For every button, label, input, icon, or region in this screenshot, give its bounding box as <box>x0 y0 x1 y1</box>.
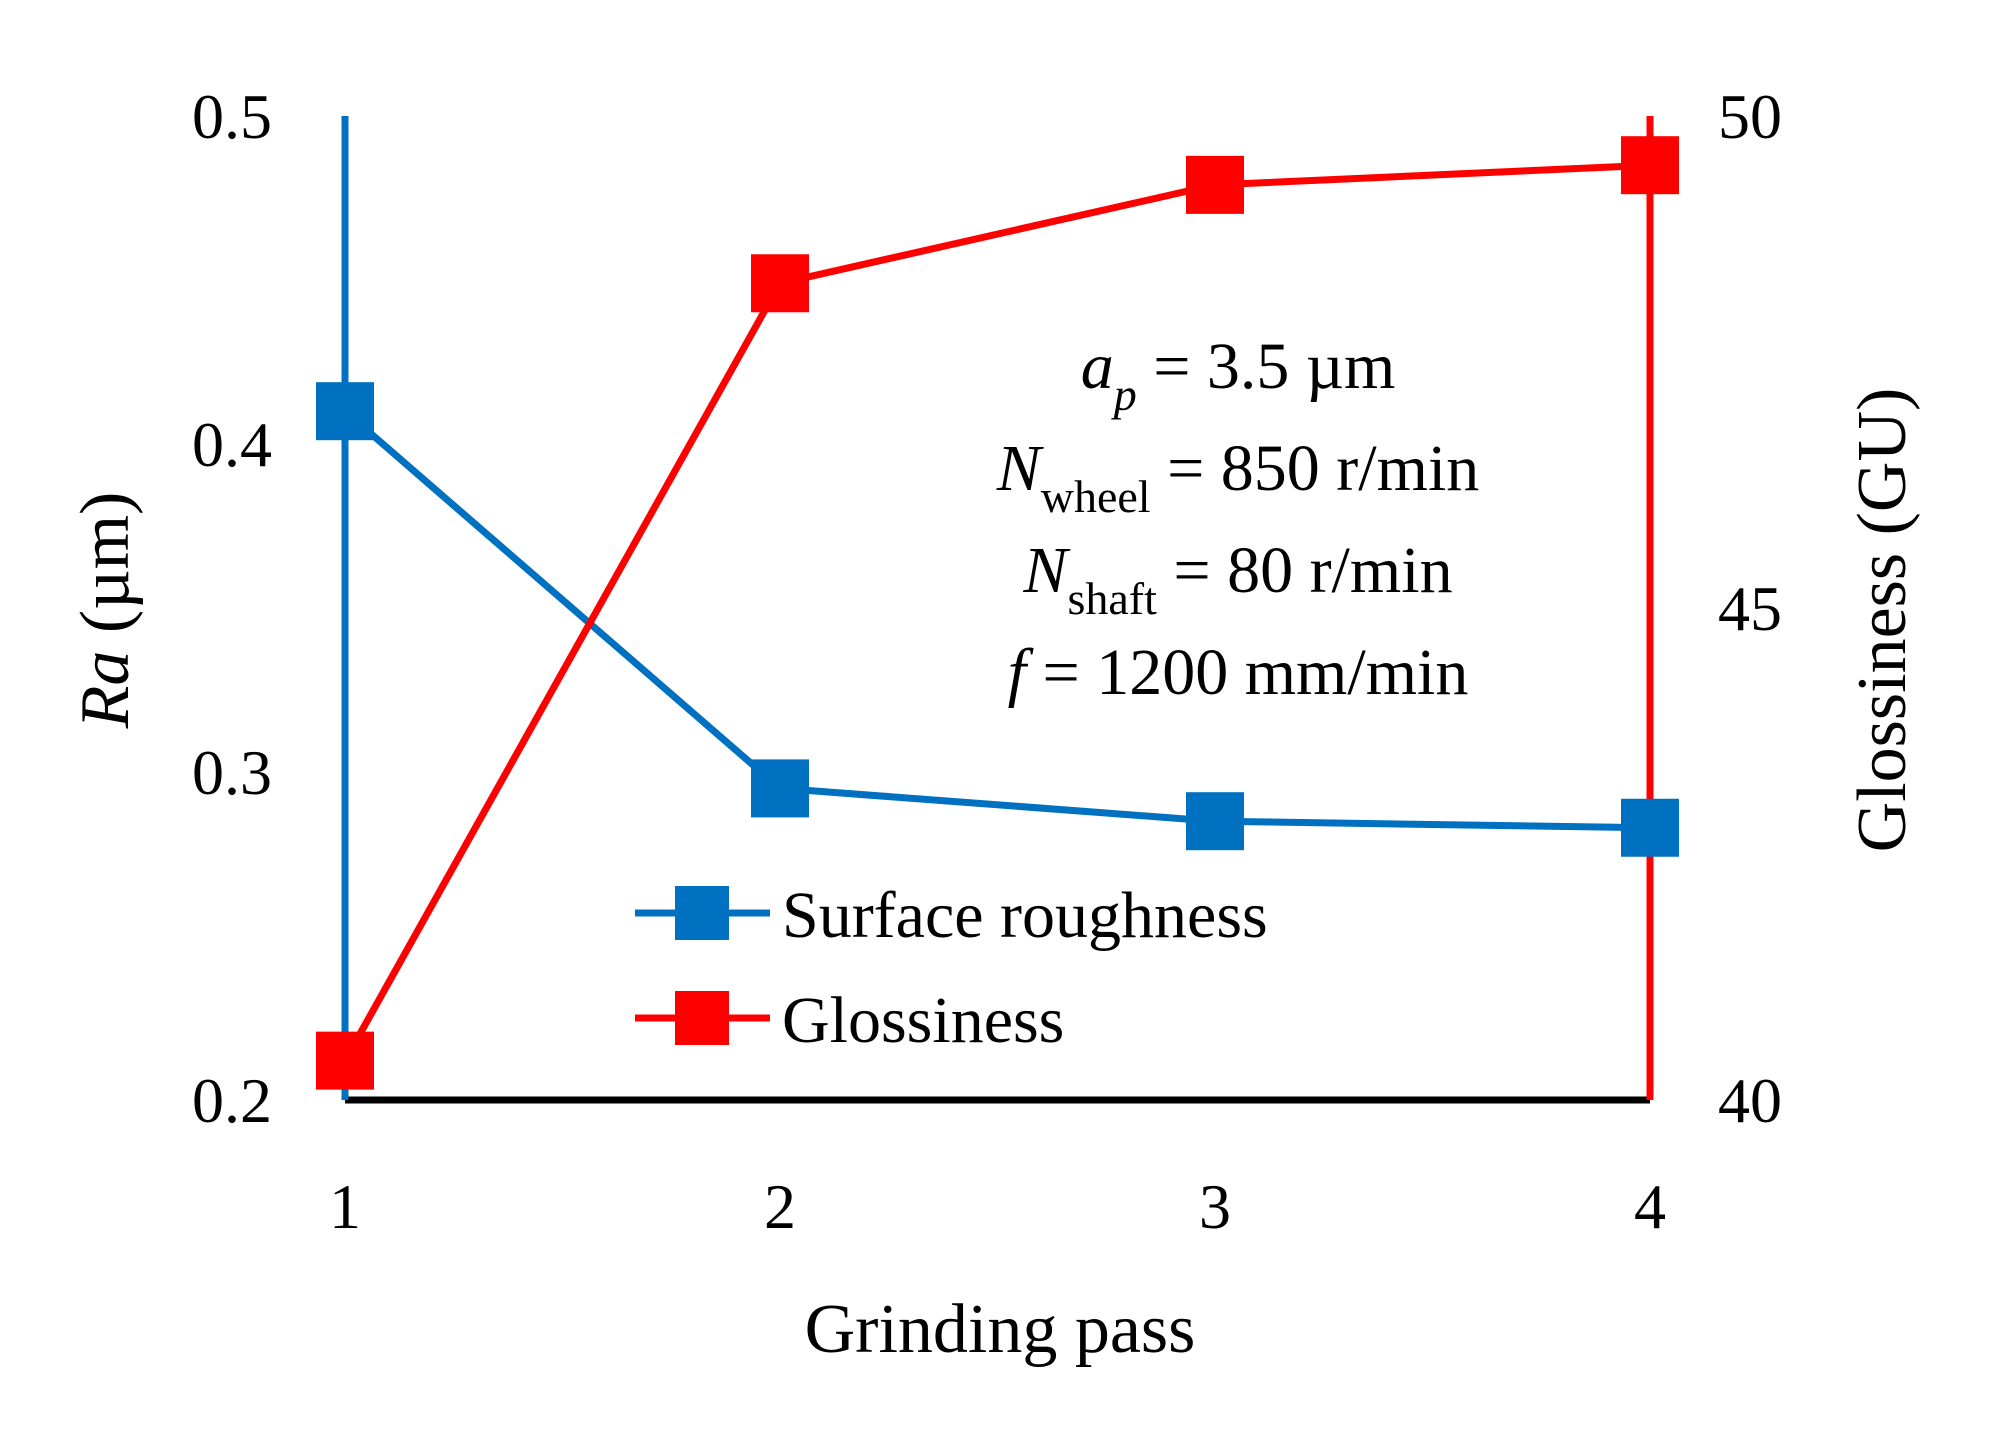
annotation-line: f = 1200 mm/min <box>1008 636 1469 709</box>
legend: Surface roughness Glossiness <box>635 879 1268 1057</box>
left-y-tick-label: 0.4 <box>192 409 272 480</box>
legend-item: Glossiness <box>635 984 1064 1057</box>
x-tick-label: 1 <box>329 1171 361 1242</box>
right-y-axis-title: Glossiness (GU) <box>1844 388 1921 853</box>
data-point-marker <box>1621 798 1679 857</box>
right-y-tick-label: 45 <box>1718 573 1782 644</box>
right-y-tick-label: 40 <box>1718 1065 1782 1136</box>
left-y-tick-label: 0.2 <box>192 1065 272 1136</box>
annotation-line: Nwheel = 850 r/min <box>996 432 1480 522</box>
right-y-tick-label: 50 <box>1718 81 1782 152</box>
series-line <box>342 408 1651 832</box>
data-point-marker <box>1186 792 1244 851</box>
series-line <box>341 161 1651 1063</box>
x-tick-label: 2 <box>764 1171 796 1242</box>
x-tick-label: 3 <box>1199 1171 1231 1242</box>
left-y-tick-label: 0.3 <box>192 737 272 808</box>
legend-label: Surface roughness <box>782 879 1268 952</box>
annotation-line: Nshaft = 80 r/min <box>1022 534 1452 624</box>
annotation-line: ap = 3.5 µm <box>1081 330 1396 420</box>
legend-label: Glossiness <box>782 984 1064 1057</box>
data-point-marker <box>1621 136 1679 195</box>
parameter-annotation: ap = 3.5 µm Nwheel = 850 r/min Nshaft = 80… <box>996 330 1480 709</box>
left-y-axis-title: Ra (µm) <box>67 492 144 730</box>
data-point-marker <box>1186 155 1244 214</box>
left-y-tick-label: 0.5 <box>192 81 272 152</box>
data-point-marker <box>751 254 809 313</box>
legend-marker <box>675 991 729 1045</box>
legend-marker <box>675 886 729 940</box>
series-surface-roughness <box>316 382 1679 857</box>
data-point-marker <box>316 382 374 441</box>
series-layer <box>316 136 1679 1090</box>
data-point-marker <box>751 759 809 818</box>
data-point-marker <box>316 1031 374 1090</box>
series-glossiness <box>316 136 1679 1090</box>
x-tick-label: 4 <box>1634 1171 1666 1242</box>
x-axis-title: Grinding pass <box>805 1291 1196 1368</box>
legend-item: Surface roughness <box>635 879 1268 952</box>
axes: 0.2 0.3 0.4 0.5 40 45 50 1 2 3 4 Ra (µm) Glossiness … <box>67 81 1921 1242</box>
